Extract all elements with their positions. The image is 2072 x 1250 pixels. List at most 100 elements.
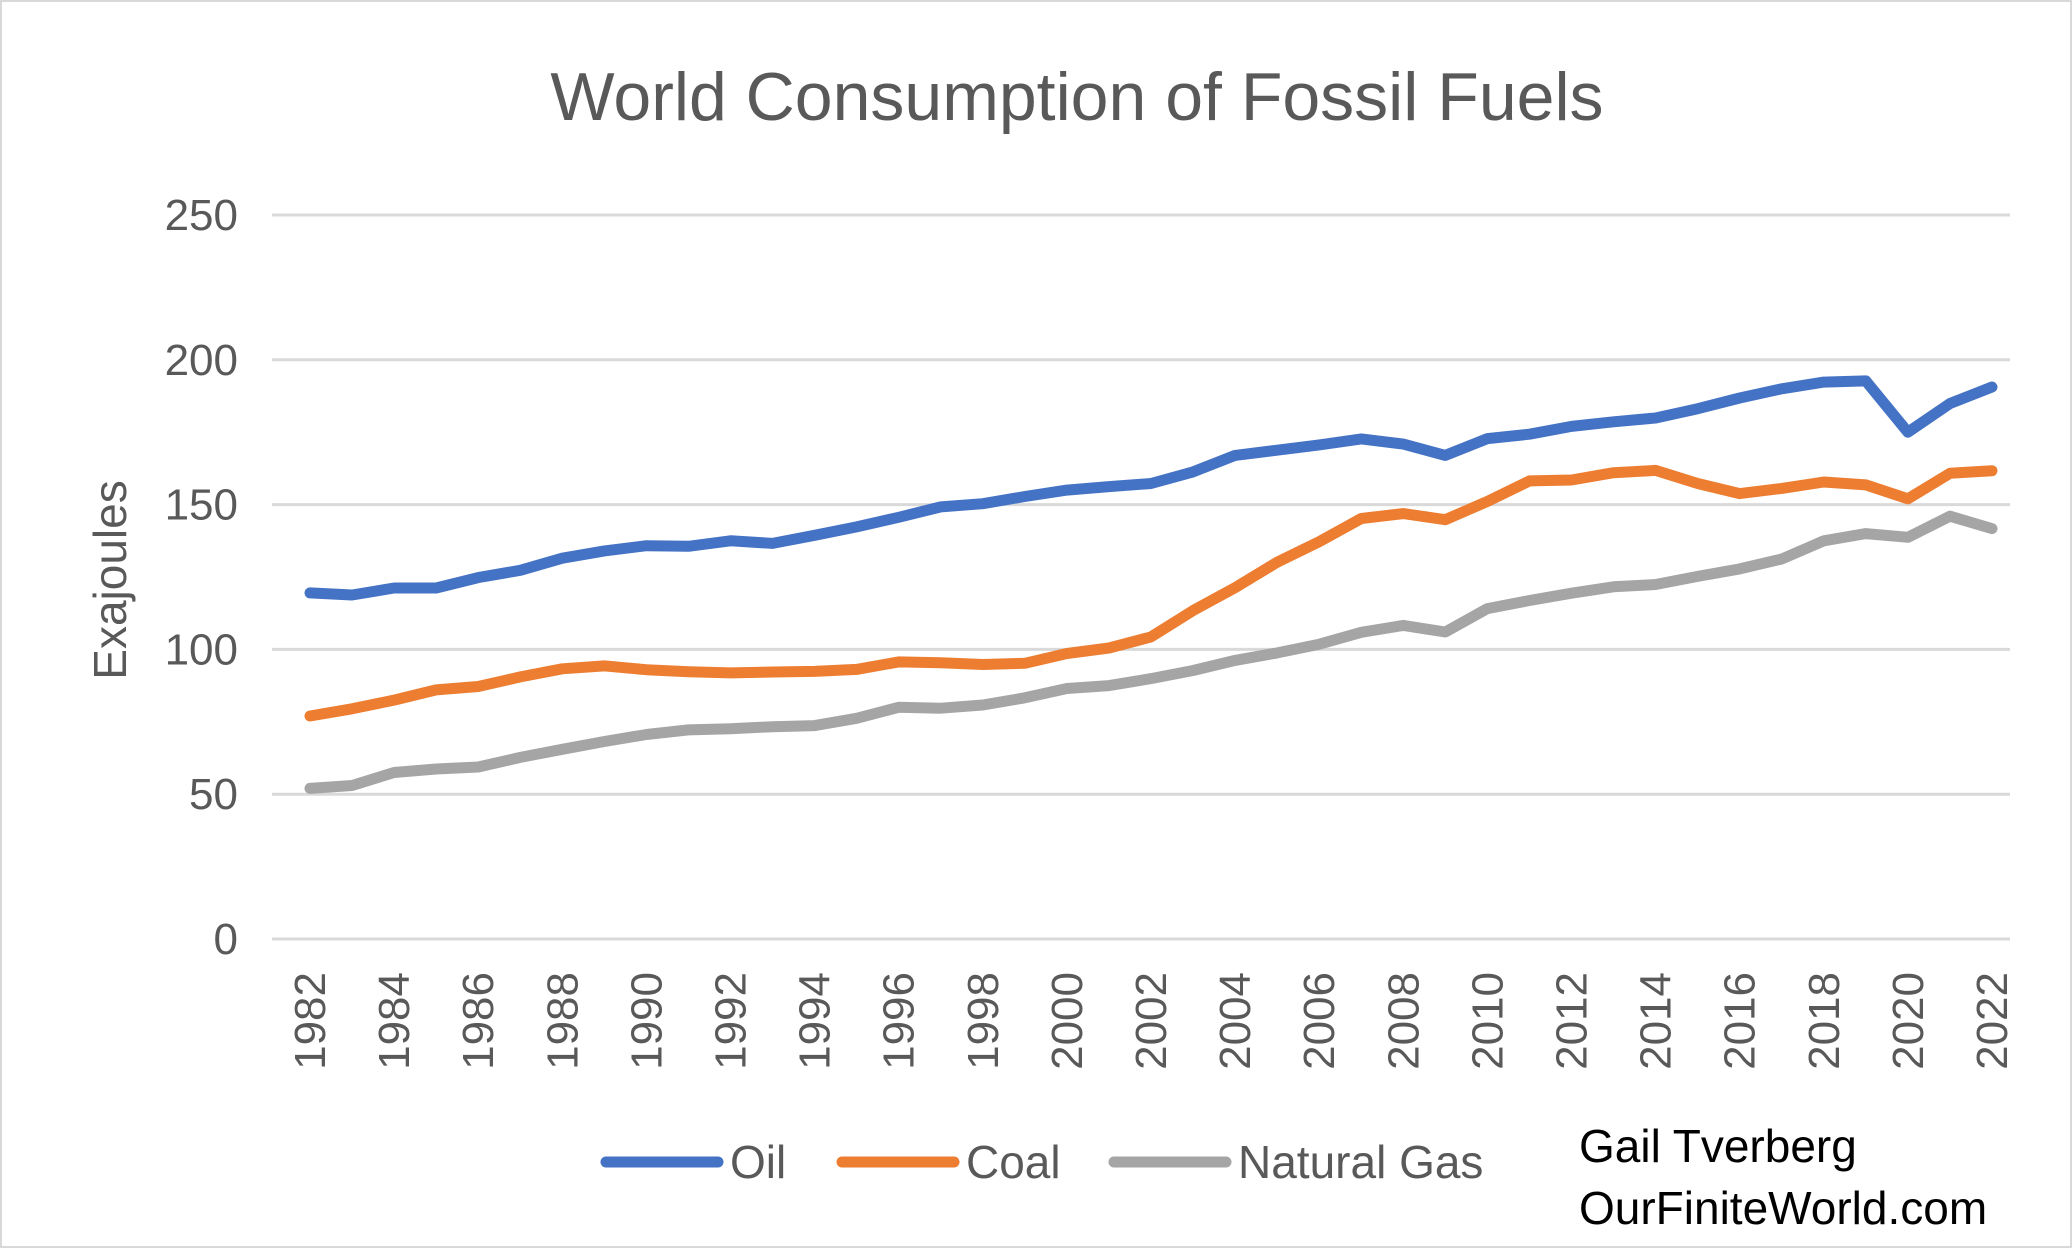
data-point bbox=[1739, 568, 1741, 570]
data-point bbox=[1486, 438, 1488, 440]
data-point bbox=[856, 717, 858, 719]
data-point bbox=[730, 672, 731, 674]
data-point bbox=[1402, 513, 1404, 515]
y-tick-label: 200 bbox=[165, 336, 238, 385]
data-point bbox=[1444, 519, 1446, 521]
data-point bbox=[1360, 438, 1362, 440]
data-point bbox=[814, 670, 816, 672]
data-point bbox=[1318, 541, 1320, 543]
data-point bbox=[645, 545, 647, 547]
data-point bbox=[477, 577, 479, 579]
data-point bbox=[309, 715, 311, 717]
data-point bbox=[309, 592, 311, 594]
x-tick-label: 2022 bbox=[1968, 972, 2017, 1070]
data-point bbox=[1613, 472, 1614, 474]
series-coal bbox=[304, 464, 1998, 722]
data-point bbox=[1655, 417, 1657, 419]
data-point bbox=[688, 729, 689, 731]
y-axis-label: Exajoules bbox=[84, 480, 136, 679]
data-point bbox=[1865, 380, 1867, 382]
data-point bbox=[898, 516, 900, 518]
data-point bbox=[393, 587, 395, 589]
data-point bbox=[1444, 631, 1446, 633]
data-point bbox=[435, 768, 437, 770]
data-point bbox=[435, 587, 437, 589]
x-tick-label: 2018 bbox=[1800, 972, 1849, 1070]
x-tick-label: 2004 bbox=[1211, 972, 1260, 1070]
data-point bbox=[1402, 443, 1404, 445]
data-point bbox=[1907, 498, 1909, 500]
legend-label: Coal bbox=[966, 1136, 1061, 1188]
data-point bbox=[1402, 624, 1404, 626]
data-point bbox=[772, 542, 773, 544]
data-point bbox=[1486, 500, 1488, 502]
data-point bbox=[1571, 425, 1572, 427]
data-point bbox=[982, 503, 984, 505]
data-point bbox=[519, 569, 521, 571]
x-tick-label: 1998 bbox=[959, 972, 1008, 1070]
data-point bbox=[940, 506, 942, 508]
x-tick-label: 1996 bbox=[875, 972, 924, 1070]
x-tick-labels: 1982 1984 1986 1988 1990 1992 1994 1996 1998 2000… bbox=[286, 972, 2017, 1070]
data-point bbox=[982, 704, 984, 706]
x-tick-label: 2002 bbox=[1127, 972, 1176, 1070]
data-point bbox=[1991, 386, 1993, 388]
data-point bbox=[1907, 431, 1909, 433]
credit-website: OurFiniteWorld.com bbox=[1579, 1182, 1987, 1234]
data-point bbox=[814, 534, 816, 536]
data-point bbox=[940, 707, 942, 709]
x-tick-label: 1982 bbox=[286, 972, 335, 1070]
data-point bbox=[1360, 631, 1362, 633]
data-point bbox=[351, 785, 353, 786]
data-point bbox=[645, 734, 647, 735]
data-point bbox=[1739, 493, 1741, 495]
data-point bbox=[477, 686, 479, 687]
data-point bbox=[1991, 470, 1993, 472]
data-point bbox=[1108, 647, 1110, 649]
data-point bbox=[1865, 533, 1867, 535]
data-point bbox=[603, 741, 605, 742]
data-point bbox=[1150, 636, 1152, 638]
y-tick-label: 250 bbox=[165, 191, 238, 240]
x-tick-label: 1986 bbox=[454, 972, 503, 1070]
data-point bbox=[1949, 515, 1951, 517]
data-point bbox=[351, 708, 353, 710]
data-point bbox=[1192, 610, 1194, 612]
data-point bbox=[1529, 480, 1530, 482]
data-point bbox=[1066, 653, 1068, 654]
y-tick-labels: 0 50 100 150 200 250 bbox=[165, 191, 238, 964]
data-point bbox=[856, 526, 858, 528]
data-point bbox=[435, 689, 437, 691]
data-point bbox=[1444, 454, 1446, 456]
data-point bbox=[1991, 528, 1993, 530]
series-natural-gas bbox=[304, 510, 1998, 794]
data-point bbox=[1949, 403, 1951, 404]
data-point bbox=[1066, 688, 1068, 689]
y-tick-label: 0 bbox=[214, 915, 238, 964]
data-point bbox=[1150, 678, 1152, 680]
credit-author: Gail Tverberg bbox=[1579, 1120, 1857, 1172]
data-point bbox=[1949, 472, 1951, 474]
x-tick-label: 2016 bbox=[1716, 972, 1765, 1070]
data-point bbox=[1024, 496, 1026, 497]
y-tick-label: 150 bbox=[165, 481, 238, 530]
data-point bbox=[1781, 388, 1783, 390]
data-point bbox=[688, 671, 689, 673]
data-point bbox=[898, 661, 900, 663]
data-point bbox=[603, 550, 605, 552]
legend-label: Oil bbox=[730, 1136, 786, 1188]
data-point bbox=[1697, 483, 1699, 484]
data-point bbox=[1108, 685, 1110, 687]
gridlines bbox=[272, 213, 2010, 941]
data-point bbox=[561, 748, 563, 750]
data-point bbox=[772, 726, 773, 728]
data-point bbox=[940, 662, 942, 664]
data-point bbox=[982, 664, 984, 665]
data-point bbox=[1571, 479, 1572, 481]
x-tick-label: 2012 bbox=[1548, 972, 1597, 1070]
data-point bbox=[1108, 486, 1110, 488]
data-point bbox=[645, 669, 647, 671]
data-point bbox=[1234, 587, 1236, 589]
